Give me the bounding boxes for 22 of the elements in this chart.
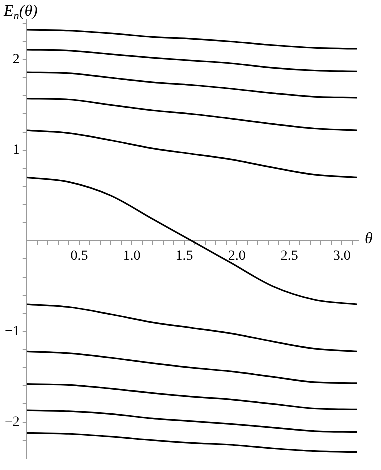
x-tick-label: 0.5 — [70, 249, 88, 264]
line-series — [26, 130, 358, 178]
line-series — [26, 49, 358, 72]
line-series — [26, 383, 358, 410]
x-tick-label: 2.5 — [280, 249, 298, 264]
y-tick-label: −1 — [4, 324, 20, 340]
x-axis-title: θ — [365, 230, 373, 248]
y-tick-label: 1 — [12, 143, 20, 158]
line-series — [26, 410, 358, 434]
x-tick-label: 3.0 — [333, 249, 351, 264]
line-series — [26, 29, 358, 50]
line-series — [26, 176, 358, 306]
line-series — [26, 350, 358, 384]
y-tick-label: −2 — [4, 415, 20, 430]
x-tick-label: 1.5 — [176, 249, 194, 264]
line-series — [26, 432, 358, 454]
y-tick-label: 2 — [12, 52, 20, 68]
line-series — [26, 72, 358, 99]
line-series — [26, 98, 358, 132]
x-tick-label: 1.0 — [123, 249, 141, 264]
x-tick-label: 2.0 — [228, 249, 246, 264]
line-series — [26, 304, 358, 352]
